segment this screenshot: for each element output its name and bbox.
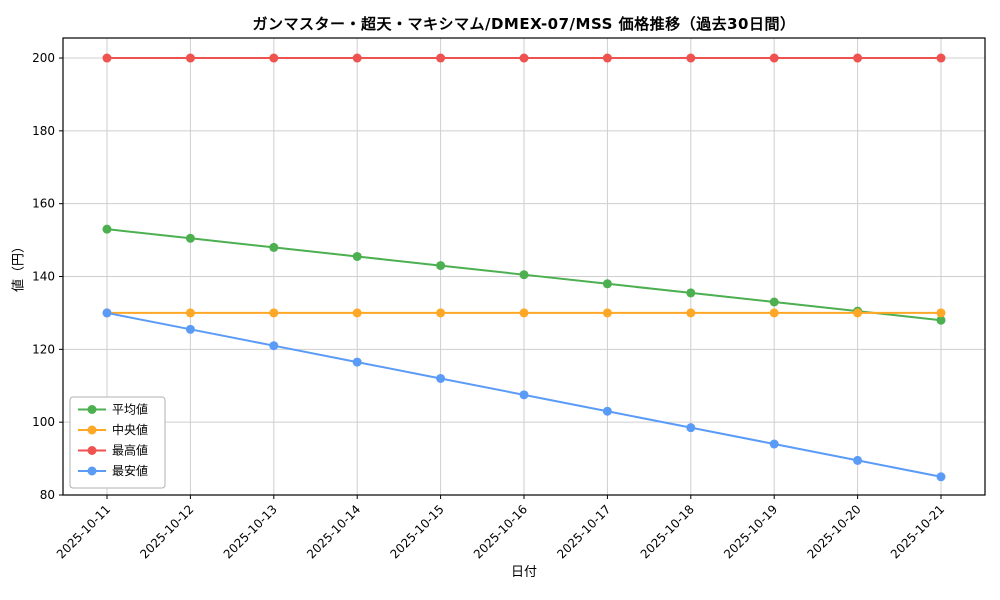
x-tick-label: 2025-10-12 xyxy=(137,502,196,561)
x-tick-label: 2025-10-13 xyxy=(221,502,280,561)
y-tick-label: 180 xyxy=(32,124,55,138)
x-tick-label: 2025-10-14 xyxy=(304,502,363,561)
data-point-marker xyxy=(686,308,696,318)
legend-box xyxy=(69,396,166,489)
data-point-marker xyxy=(436,261,446,271)
x-tick-label: 2025-10-11 xyxy=(54,502,113,561)
data-point-marker xyxy=(686,288,696,298)
data-point-marker xyxy=(769,297,779,307)
legend-marker xyxy=(87,405,97,414)
chart-title: ガンマスター・超天・マキシマム/DMEX-07/MSS 価格推移（過去30日間） xyxy=(252,15,796,33)
data-point-marker xyxy=(686,423,696,433)
data-point-marker xyxy=(352,251,362,261)
data-point-marker xyxy=(352,308,362,318)
data-point-marker xyxy=(102,224,112,234)
data-point-marker xyxy=(519,270,529,280)
data-point-marker xyxy=(436,53,446,63)
data-point-marker xyxy=(269,53,279,63)
legend-label: 中央値 xyxy=(112,422,148,437)
data-point-marker xyxy=(602,308,612,318)
data-point-marker xyxy=(519,53,529,63)
legend-marker xyxy=(87,425,97,435)
data-point-marker xyxy=(436,373,446,383)
legend-label: 平均値 xyxy=(112,402,148,417)
data-point-marker xyxy=(269,308,279,318)
data-point-marker xyxy=(352,357,362,367)
data-point-marker xyxy=(352,53,362,63)
data-point-marker xyxy=(936,472,946,482)
legend-label: 最安値 xyxy=(112,463,148,478)
data-point-marker xyxy=(936,308,946,318)
y-tick-label: 160 xyxy=(32,197,55,211)
x-tick-label: 2025-10-17 xyxy=(554,502,613,561)
data-point-marker xyxy=(853,308,863,318)
y-tick-label: 200 xyxy=(32,51,55,65)
x-tick-label: 2025-10-15 xyxy=(388,502,447,561)
y-tick-label: 80 xyxy=(40,488,55,502)
data-point-marker xyxy=(519,390,529,400)
data-point-marker xyxy=(686,53,696,63)
x-tick-label: 2025-10-20 xyxy=(805,502,864,561)
x-tick-label: 2025-10-21 xyxy=(888,502,947,561)
data-point-marker xyxy=(769,53,779,63)
data-point-marker xyxy=(269,242,279,252)
y-tick-label: 100 xyxy=(32,415,55,429)
x-tick-label: 2025-10-16 xyxy=(471,502,530,561)
data-point-marker xyxy=(102,308,112,318)
x-tick-label: 2025-10-18 xyxy=(638,502,697,561)
data-point-marker xyxy=(602,279,612,289)
data-point-marker xyxy=(769,308,779,318)
data-point-marker xyxy=(102,53,112,63)
x-axis-label: 日付 xyxy=(510,565,537,580)
y-tick-label: 140 xyxy=(32,270,55,284)
data-point-marker xyxy=(936,315,946,325)
data-point-marker xyxy=(185,308,195,318)
y-tick-label: 120 xyxy=(32,342,55,356)
legend-label: 最高値 xyxy=(112,443,148,458)
data-point-marker xyxy=(936,53,946,63)
data-point-marker xyxy=(185,324,195,334)
data-point-marker xyxy=(853,455,863,465)
data-point-marker xyxy=(185,233,195,243)
data-point-marker xyxy=(602,53,612,63)
legend-marker xyxy=(87,466,97,476)
data-point-marker xyxy=(185,53,195,63)
data-point-marker xyxy=(769,439,779,449)
data-point-marker xyxy=(853,53,863,63)
x-tick-label: 2025-10-19 xyxy=(721,502,780,561)
legend-marker xyxy=(87,446,97,455)
data-point-marker xyxy=(519,308,529,318)
data-point-marker xyxy=(436,308,446,318)
data-point-marker xyxy=(602,406,612,416)
data-point-marker xyxy=(269,341,279,351)
